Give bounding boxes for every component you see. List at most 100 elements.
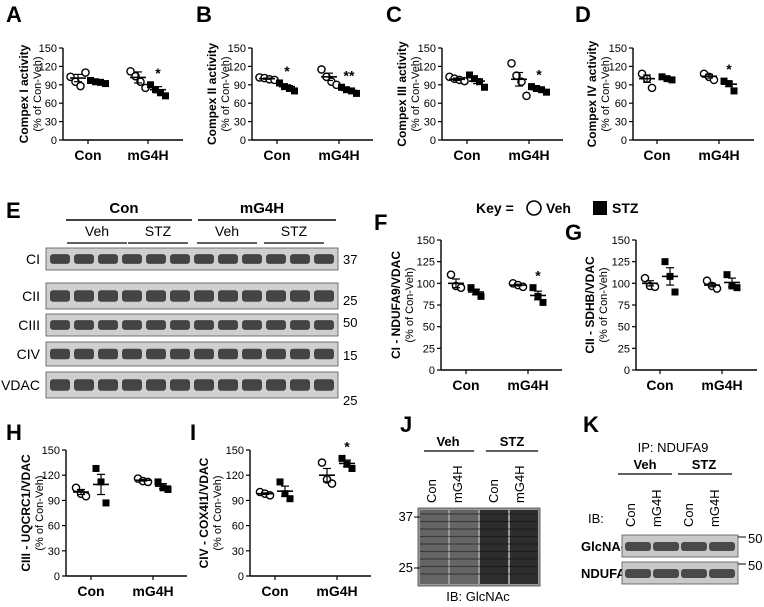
blot-e-mw-marker: 25 xyxy=(343,393,357,408)
y-tick-label: 100 xyxy=(612,278,630,290)
blot-e-band xyxy=(218,379,238,391)
y-tick-label: 25 xyxy=(618,343,630,355)
significance-marker: * xyxy=(155,65,161,81)
blot-e-band xyxy=(50,254,70,264)
veh-point xyxy=(647,83,657,93)
blot-j-mw-marker: 25 xyxy=(399,560,413,575)
veh-point xyxy=(507,59,516,68)
y-tick-label: 120 xyxy=(39,61,57,73)
stz-point xyxy=(730,87,738,95)
stz-point xyxy=(528,83,535,91)
y-tick-label: 120 xyxy=(418,61,436,73)
legend-veh-marker xyxy=(526,200,542,216)
y-tick-label: 30 xyxy=(424,117,436,129)
y-axis-label: CII - SDHB/VDAC xyxy=(583,256,597,354)
x-tick-label: mG4H xyxy=(127,147,168,163)
x-tick-label: mG4H xyxy=(508,147,549,163)
y-axis-label: Compex IV activity xyxy=(585,40,599,147)
significance-marker: * xyxy=(535,268,541,284)
blot-panel-j: Veh STZ Con mG4H Con mG4H 37 25 IB: GlcNAc xyxy=(399,434,541,604)
panel-letter-d: D xyxy=(575,2,591,27)
y-tick-label: 150 xyxy=(39,43,57,55)
stz-point xyxy=(668,76,676,84)
panel-letter-c: C xyxy=(386,2,402,27)
veh-point xyxy=(712,284,722,293)
blot-k-band xyxy=(625,542,651,551)
chart-g: 0 25 50 75 100 125 150 Con mG4H CII - SDHB/VDAC (%… xyxy=(583,235,757,393)
panel-letter-i: I xyxy=(190,420,196,445)
y-tick-label: 50 xyxy=(618,322,630,334)
blot-e-band xyxy=(290,290,310,302)
blot-j-lane-label: mG4H xyxy=(512,465,527,503)
blot-e-band xyxy=(98,379,118,391)
stz-point xyxy=(102,80,109,88)
legend-stz-label: STZ xyxy=(612,200,639,216)
blot-e-row-label: CII xyxy=(22,288,40,304)
legend-key-label: Key = xyxy=(476,200,514,216)
stz-point xyxy=(481,83,488,91)
x-tick-label: mG4H xyxy=(701,377,742,393)
x-tick-label: Con xyxy=(646,377,673,393)
blot-e-mw-marker: 50 xyxy=(343,315,357,330)
y-axis-sublabel: (% of Con-Veh) xyxy=(220,56,232,131)
blot-k-band xyxy=(681,569,707,578)
y-tick-label: 0 xyxy=(240,135,246,147)
blot-e-band xyxy=(266,254,286,264)
blot-e-band xyxy=(242,254,262,264)
x-tick-label: mG4H xyxy=(318,147,359,163)
stz-point xyxy=(733,284,741,292)
y-axis-sublabel: (% of Con-Veh) xyxy=(212,475,224,550)
blot-e-strip xyxy=(45,313,339,337)
blot-e-subgroup-label: STZ xyxy=(281,223,308,239)
veh-point xyxy=(522,91,531,101)
blot-j-mw-marker: 37 xyxy=(399,509,413,524)
blot-k-mw-marker: 50 xyxy=(748,531,762,546)
stz-point xyxy=(291,87,298,95)
y-axis-label: Compex II activity xyxy=(205,43,219,145)
y-axis-label: CIII - UQCRC1/VDAC xyxy=(19,454,33,572)
y-tick-label: 120 xyxy=(609,61,627,73)
y-tick-label: 0 xyxy=(430,135,436,147)
blot-e-row-label: CI xyxy=(26,251,40,267)
stz-point xyxy=(723,271,731,279)
blot-k-band xyxy=(653,542,679,551)
y-tick-label: 90 xyxy=(232,495,244,507)
blot-e-band xyxy=(290,254,310,264)
panel-letter-h: H xyxy=(6,420,22,445)
blot-e-mw-marker: 15 xyxy=(343,348,357,363)
x-tick-label: Con xyxy=(261,583,288,599)
blot-e-band xyxy=(170,320,190,330)
y-tick-label: 100 xyxy=(417,278,435,290)
y-tick-label: 60 xyxy=(615,98,627,110)
x-tick-label: mG4H xyxy=(316,583,357,599)
y-tick-label: 75 xyxy=(423,300,435,312)
veh-point xyxy=(317,65,326,74)
y-tick-label: 120 xyxy=(228,61,246,73)
blot-k-band xyxy=(625,569,651,578)
panel-letter-f: F xyxy=(374,210,387,235)
blot-e-band xyxy=(122,348,142,360)
x-tick-label: mG4H xyxy=(698,147,739,163)
y-tick-label: 25 xyxy=(423,343,435,355)
blot-j-lane-label: Con xyxy=(424,479,439,503)
blot-e-band xyxy=(242,290,262,302)
y-tick-label: 60 xyxy=(45,98,57,110)
blot-e-band xyxy=(314,379,334,391)
blot-e-band xyxy=(242,348,262,360)
blot-e-band xyxy=(122,379,142,391)
y-tick-label: 0 xyxy=(624,365,630,377)
stz-point xyxy=(102,499,110,507)
blot-e-band xyxy=(314,290,334,302)
stz-point xyxy=(658,73,666,81)
stz-point xyxy=(276,478,284,486)
blot-e-strip xyxy=(45,341,339,367)
y-tick-label: 0 xyxy=(51,135,57,147)
x-tick-label: mG4H xyxy=(132,583,173,599)
stz-point xyxy=(467,284,475,292)
y-tick-label: 90 xyxy=(424,80,436,92)
blot-k-group-label: Veh xyxy=(633,457,656,472)
blot-j-lane-label: Con xyxy=(486,479,501,503)
stz-point xyxy=(162,92,169,100)
veh-point xyxy=(327,479,337,488)
